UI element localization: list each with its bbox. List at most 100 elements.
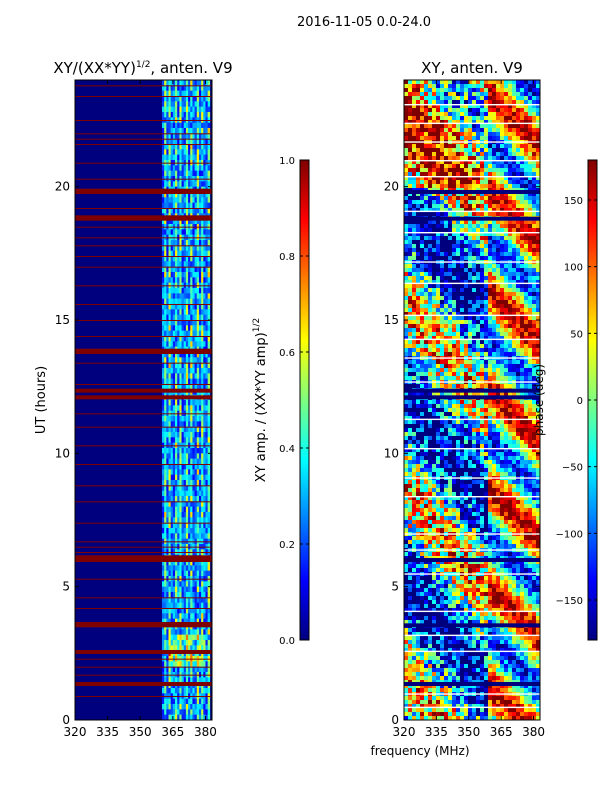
phase-cell (524, 292, 529, 297)
phase-cell (460, 180, 465, 185)
amplitude-cell (183, 352, 187, 358)
amplitude-cell (161, 714, 165, 721)
phase-cell (516, 168, 521, 173)
phase-cell (408, 244, 413, 249)
amplitude-cell (161, 416, 165, 422)
amplitude-cell (194, 325, 198, 331)
phase-cell (504, 184, 509, 189)
phase-cell (476, 224, 481, 229)
phase-cell (448, 132, 453, 137)
amplitude-cell (168, 368, 171, 374)
amplitude-cell (201, 416, 204, 422)
phase-cell (536, 324, 541, 329)
phase-cell (528, 292, 533, 297)
phase-cell (404, 148, 409, 153)
phase-cell (468, 92, 473, 97)
phase-cell (520, 332, 525, 337)
phase-cell (464, 124, 469, 129)
phase-cell (420, 316, 425, 321)
phase-cell (516, 292, 521, 297)
phase-cell (440, 340, 445, 345)
amplitude-cell (170, 261, 174, 267)
amplitude-cell (203, 512, 206, 518)
phase-cell (436, 268, 441, 273)
phase-cell (512, 280, 517, 285)
amplitude-cell (172, 288, 176, 294)
phase-cell (468, 328, 473, 333)
amplitude-cell (188, 608, 191, 614)
phase-cell (464, 248, 469, 253)
amplitude-cell (181, 314, 185, 321)
amplitude-cell (198, 266, 202, 273)
phase-cell (440, 240, 445, 245)
amplitude-cell (179, 90, 182, 97)
amplitude-cell (192, 197, 195, 203)
phase-cell (500, 128, 505, 133)
phase-cell (512, 208, 517, 213)
amplitude-cell (196, 704, 200, 710)
amplitude-cell (196, 560, 200, 566)
amplitude-cell (205, 474, 208, 481)
amplitude-cell (207, 480, 211, 486)
phase-cell (444, 320, 449, 325)
amplitude-cell (198, 90, 202, 97)
amplitude-cell (192, 90, 195, 97)
phase-cell (500, 184, 505, 189)
amplitude-cell (166, 90, 169, 97)
phase-cell (484, 112, 489, 117)
amplitude-cell (203, 645, 206, 651)
amplitude-cell (192, 432, 195, 438)
phase-cell (516, 212, 521, 217)
phase-cell (440, 108, 445, 113)
amplitude-cell (207, 384, 211, 390)
amplitude-cell (181, 448, 185, 454)
amplitude-cell (185, 272, 189, 278)
phase-cell (416, 120, 421, 125)
amplitude-cell (179, 640, 182, 646)
amplitude-cell (188, 122, 191, 129)
phase-cell (460, 128, 465, 133)
amplitude-cell (181, 229, 185, 235)
phase-cell (476, 264, 481, 269)
phase-cell (484, 268, 489, 273)
phase-cell (480, 324, 485, 329)
phase-cell (520, 296, 525, 301)
phase-cell (448, 172, 453, 177)
amplitude-cell (183, 197, 187, 203)
amplitude-flag-line (75, 256, 212, 257)
phase-cell (492, 128, 497, 133)
amplitude-cell (207, 330, 211, 337)
amplitude-cell (179, 202, 182, 209)
phase-cell (424, 248, 429, 253)
phase-cell (420, 152, 425, 157)
amplitude-colorbar-ticks: 0.00.20.40.60.81.0 (279, 156, 309, 647)
phase-cell (428, 236, 433, 241)
phase-cell (444, 256, 449, 261)
amplitude-cell (205, 704, 208, 710)
amplitude-cell (179, 341, 182, 347)
amplitude-cell (179, 261, 182, 267)
amplitude-cell (205, 373, 208, 379)
amplitude-cell (194, 197, 198, 203)
phase-cell (524, 272, 529, 277)
phase-cell (500, 176, 505, 181)
amplitude-cell (179, 709, 182, 715)
phase-cell (532, 300, 537, 305)
amplitude-cell (196, 256, 200, 262)
phase-cell (476, 300, 481, 305)
phase-cell (408, 96, 413, 101)
amplitude-cell (185, 138, 189, 145)
amplitude-cell (205, 272, 208, 278)
phase-cell (528, 128, 533, 133)
amplitude-cell (175, 106, 178, 113)
amplitude-cell (205, 202, 208, 209)
amplitude-cell (179, 192, 182, 198)
phase-cell (476, 272, 481, 277)
amplitude-cell (194, 496, 198, 502)
amplitude-cell (198, 149, 202, 155)
amplitude-cell (161, 325, 165, 331)
phase-cell (424, 192, 429, 197)
phase-cell (536, 104, 541, 109)
amplitude-cell (172, 266, 176, 273)
phase-cell (456, 272, 461, 277)
